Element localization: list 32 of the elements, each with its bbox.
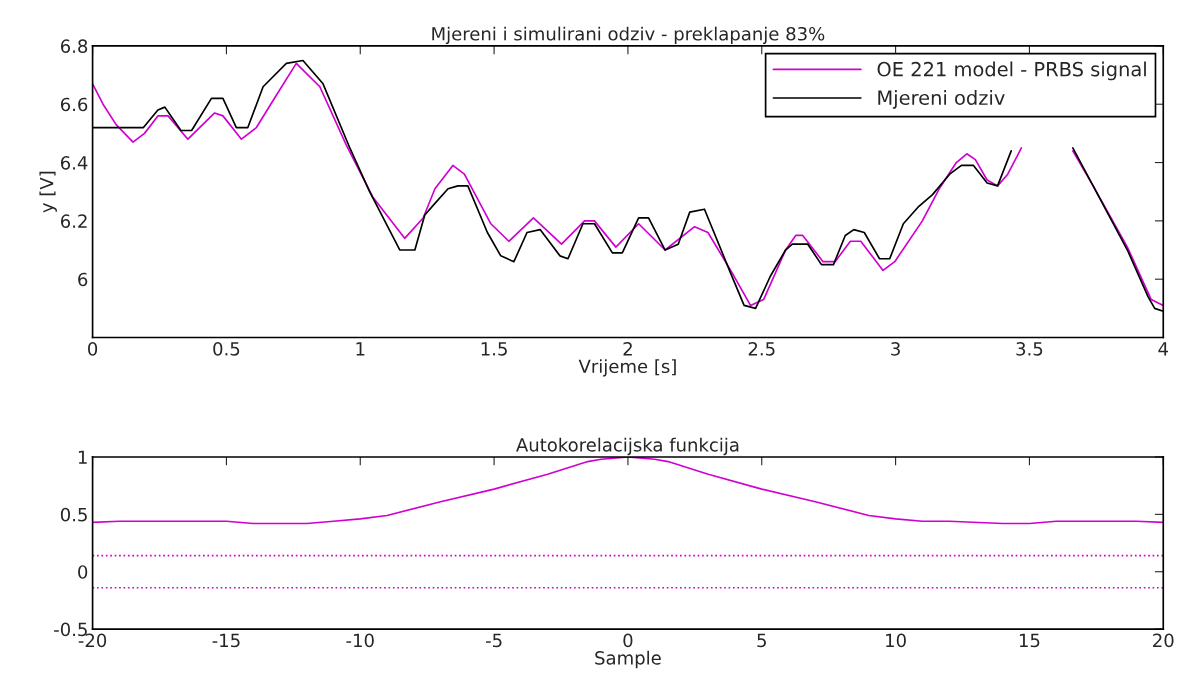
x-tick-label: 3.5 xyxy=(1016,341,1043,356)
y-tick-label: 0.5 xyxy=(60,507,87,522)
x-tick-label: 15 xyxy=(1019,633,1040,648)
legend-label: OE 221 model - PRBS signal xyxy=(877,61,1146,81)
x-tick-label: -5 xyxy=(485,633,502,648)
chart-title: Mjereni i simulirani odziv - preklapanje 83% xyxy=(432,26,825,45)
x-tick-label: 10 xyxy=(886,633,906,648)
y-tick-label: 1 xyxy=(78,450,87,464)
x-tick-label: 0 xyxy=(623,633,633,648)
x-tick-label: 3 xyxy=(891,341,900,356)
x-tick-label: -10 xyxy=(346,633,374,648)
x-tick-label: 1 xyxy=(356,342,365,356)
x-tick-label: 1.5 xyxy=(481,342,507,356)
x-axis-title: Sample xyxy=(595,650,661,669)
y-tick-label: 6.6 xyxy=(60,97,88,112)
x-tick-label: 4 xyxy=(1158,342,1168,356)
x-tick-label: 0.5 xyxy=(213,341,240,356)
y-tick-label: 6.2 xyxy=(60,214,87,228)
legend-label: Mjereni odziv xyxy=(878,90,1005,109)
y-tick-label: 6 xyxy=(78,272,88,287)
y-tick-label: 6.4 xyxy=(60,156,88,170)
y-tick-label: 0 xyxy=(78,565,88,579)
y-axis-title: y [V] xyxy=(39,171,57,213)
x-tick-label: 20 xyxy=(1153,633,1174,648)
y-tick-label: 6.8 xyxy=(60,39,88,54)
x-tick-label: 2 xyxy=(623,341,632,356)
chart-title: Autokorelacijska funkcija xyxy=(516,437,739,456)
x-axis-title: Vrijeme [s] xyxy=(578,359,676,377)
x-tick-label: 2.5 xyxy=(748,341,775,356)
x-tick-label: 0 xyxy=(88,341,98,356)
x-tick-label: -15 xyxy=(212,633,240,648)
x-tick-label: 5 xyxy=(757,633,766,648)
